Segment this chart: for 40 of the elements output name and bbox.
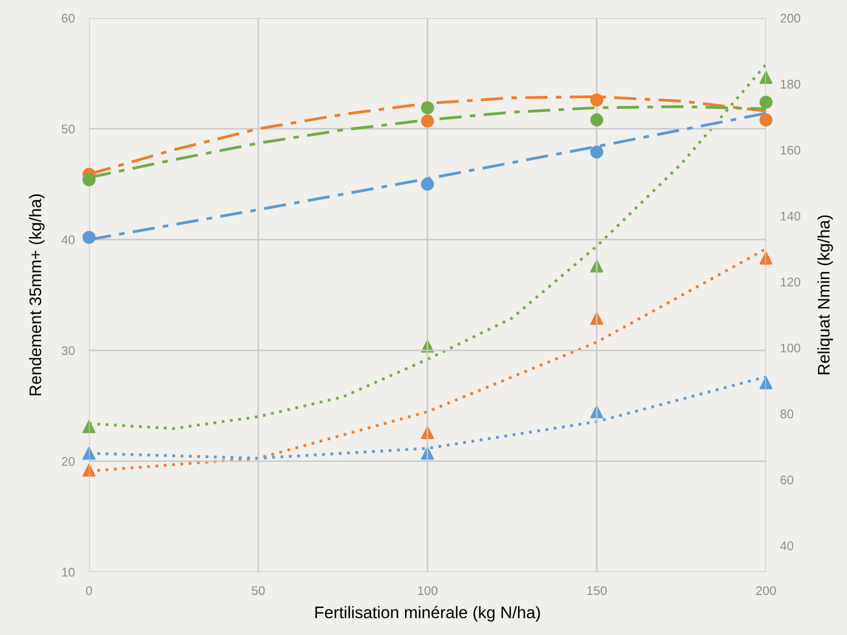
y2-tick-label: 40 bbox=[780, 541, 794, 550]
y-axis-title: Rendement 35mm+ (kg/ha) bbox=[29, 194, 45, 396]
y2-tick-label: 140 bbox=[780, 212, 800, 221]
y2-tick-label: 60 bbox=[780, 475, 794, 484]
x-tick-label: 100 bbox=[418, 586, 438, 596]
y2-tick-label: 80 bbox=[780, 410, 794, 418]
point bbox=[420, 114, 434, 128]
y2-tick-label: 120 bbox=[780, 278, 800, 286]
point bbox=[82, 420, 96, 434]
point bbox=[420, 426, 434, 440]
y-tick-label: 40 bbox=[61, 235, 75, 244]
point bbox=[82, 173, 96, 186]
y-tick-label: 30 bbox=[62, 346, 75, 356]
y-tick-label: 10 bbox=[62, 568, 75, 577]
point bbox=[82, 464, 96, 477]
y2-tick-label: 100 bbox=[780, 344, 800, 352]
y2-tick-label: 160 bbox=[780, 146, 800, 155]
y-tick-label: 20 bbox=[62, 457, 75, 466]
point bbox=[759, 70, 773, 84]
x-tick-label: 0 bbox=[86, 586, 92, 596]
y2-tick-label: 180 bbox=[780, 80, 800, 89]
point bbox=[590, 146, 604, 159]
point bbox=[420, 101, 434, 114]
point bbox=[759, 376, 773, 390]
point bbox=[590, 113, 604, 126]
point bbox=[82, 446, 96, 460]
point bbox=[759, 113, 773, 126]
x-tick-label: 50 bbox=[252, 586, 265, 596]
point bbox=[82, 230, 96, 244]
point bbox=[759, 96, 773, 109]
point bbox=[759, 252, 773, 265]
y-tick-label: 50 bbox=[62, 124, 75, 134]
point bbox=[420, 178, 434, 191]
point bbox=[590, 93, 604, 106]
x-tick-label: 150 bbox=[587, 586, 607, 596]
x-tick-label: 200 bbox=[756, 586, 776, 596]
y2-tick-label: 200 bbox=[780, 14, 800, 23]
y2-axis-title: Reliquat Nmin (kg/ha) bbox=[817, 215, 833, 374]
x-axis-title: Fertilisation minérale (kg N/ha) bbox=[315, 606, 540, 622]
y-tick-label: 60 bbox=[62, 14, 75, 23]
